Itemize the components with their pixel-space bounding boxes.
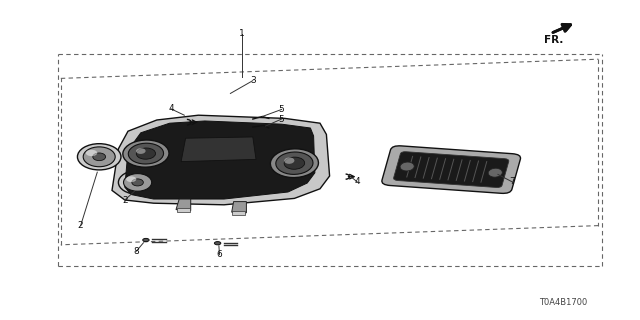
Text: 1: 1 xyxy=(239,29,244,38)
Polygon shape xyxy=(232,202,246,213)
Polygon shape xyxy=(176,199,191,211)
Polygon shape xyxy=(112,115,330,205)
Text: 7: 7 xyxy=(509,177,515,186)
Text: FR.: FR. xyxy=(544,35,563,44)
Ellipse shape xyxy=(86,150,97,156)
Ellipse shape xyxy=(276,152,313,174)
Ellipse shape xyxy=(93,153,106,161)
Text: 4: 4 xyxy=(168,104,173,113)
Text: 2: 2 xyxy=(122,196,127,204)
Polygon shape xyxy=(181,137,256,162)
Ellipse shape xyxy=(126,176,136,182)
Ellipse shape xyxy=(83,147,115,167)
Ellipse shape xyxy=(136,148,156,159)
Ellipse shape xyxy=(284,157,294,164)
FancyBboxPatch shape xyxy=(232,211,245,215)
Text: 6: 6 xyxy=(217,250,222,259)
Ellipse shape xyxy=(214,242,221,245)
Ellipse shape xyxy=(118,171,157,194)
Ellipse shape xyxy=(128,143,164,164)
FancyBboxPatch shape xyxy=(382,146,520,193)
Ellipse shape xyxy=(488,168,502,177)
FancyBboxPatch shape xyxy=(394,152,509,188)
Ellipse shape xyxy=(143,238,149,242)
Ellipse shape xyxy=(124,173,152,191)
Polygon shape xyxy=(125,121,315,199)
Ellipse shape xyxy=(284,157,305,169)
Text: T0A4B1700: T0A4B1700 xyxy=(539,298,588,307)
Text: 5: 5 xyxy=(279,115,284,124)
Ellipse shape xyxy=(77,144,121,170)
Text: 5: 5 xyxy=(279,105,284,114)
Text: 8: 8 xyxy=(134,247,139,256)
Ellipse shape xyxy=(270,149,319,178)
Ellipse shape xyxy=(132,179,143,186)
Ellipse shape xyxy=(123,140,169,167)
FancyBboxPatch shape xyxy=(177,208,190,212)
Text: 2: 2 xyxy=(78,221,83,230)
Text: 3: 3 xyxy=(250,76,255,85)
Ellipse shape xyxy=(400,162,414,171)
Ellipse shape xyxy=(136,148,146,154)
Text: 4: 4 xyxy=(355,177,360,186)
